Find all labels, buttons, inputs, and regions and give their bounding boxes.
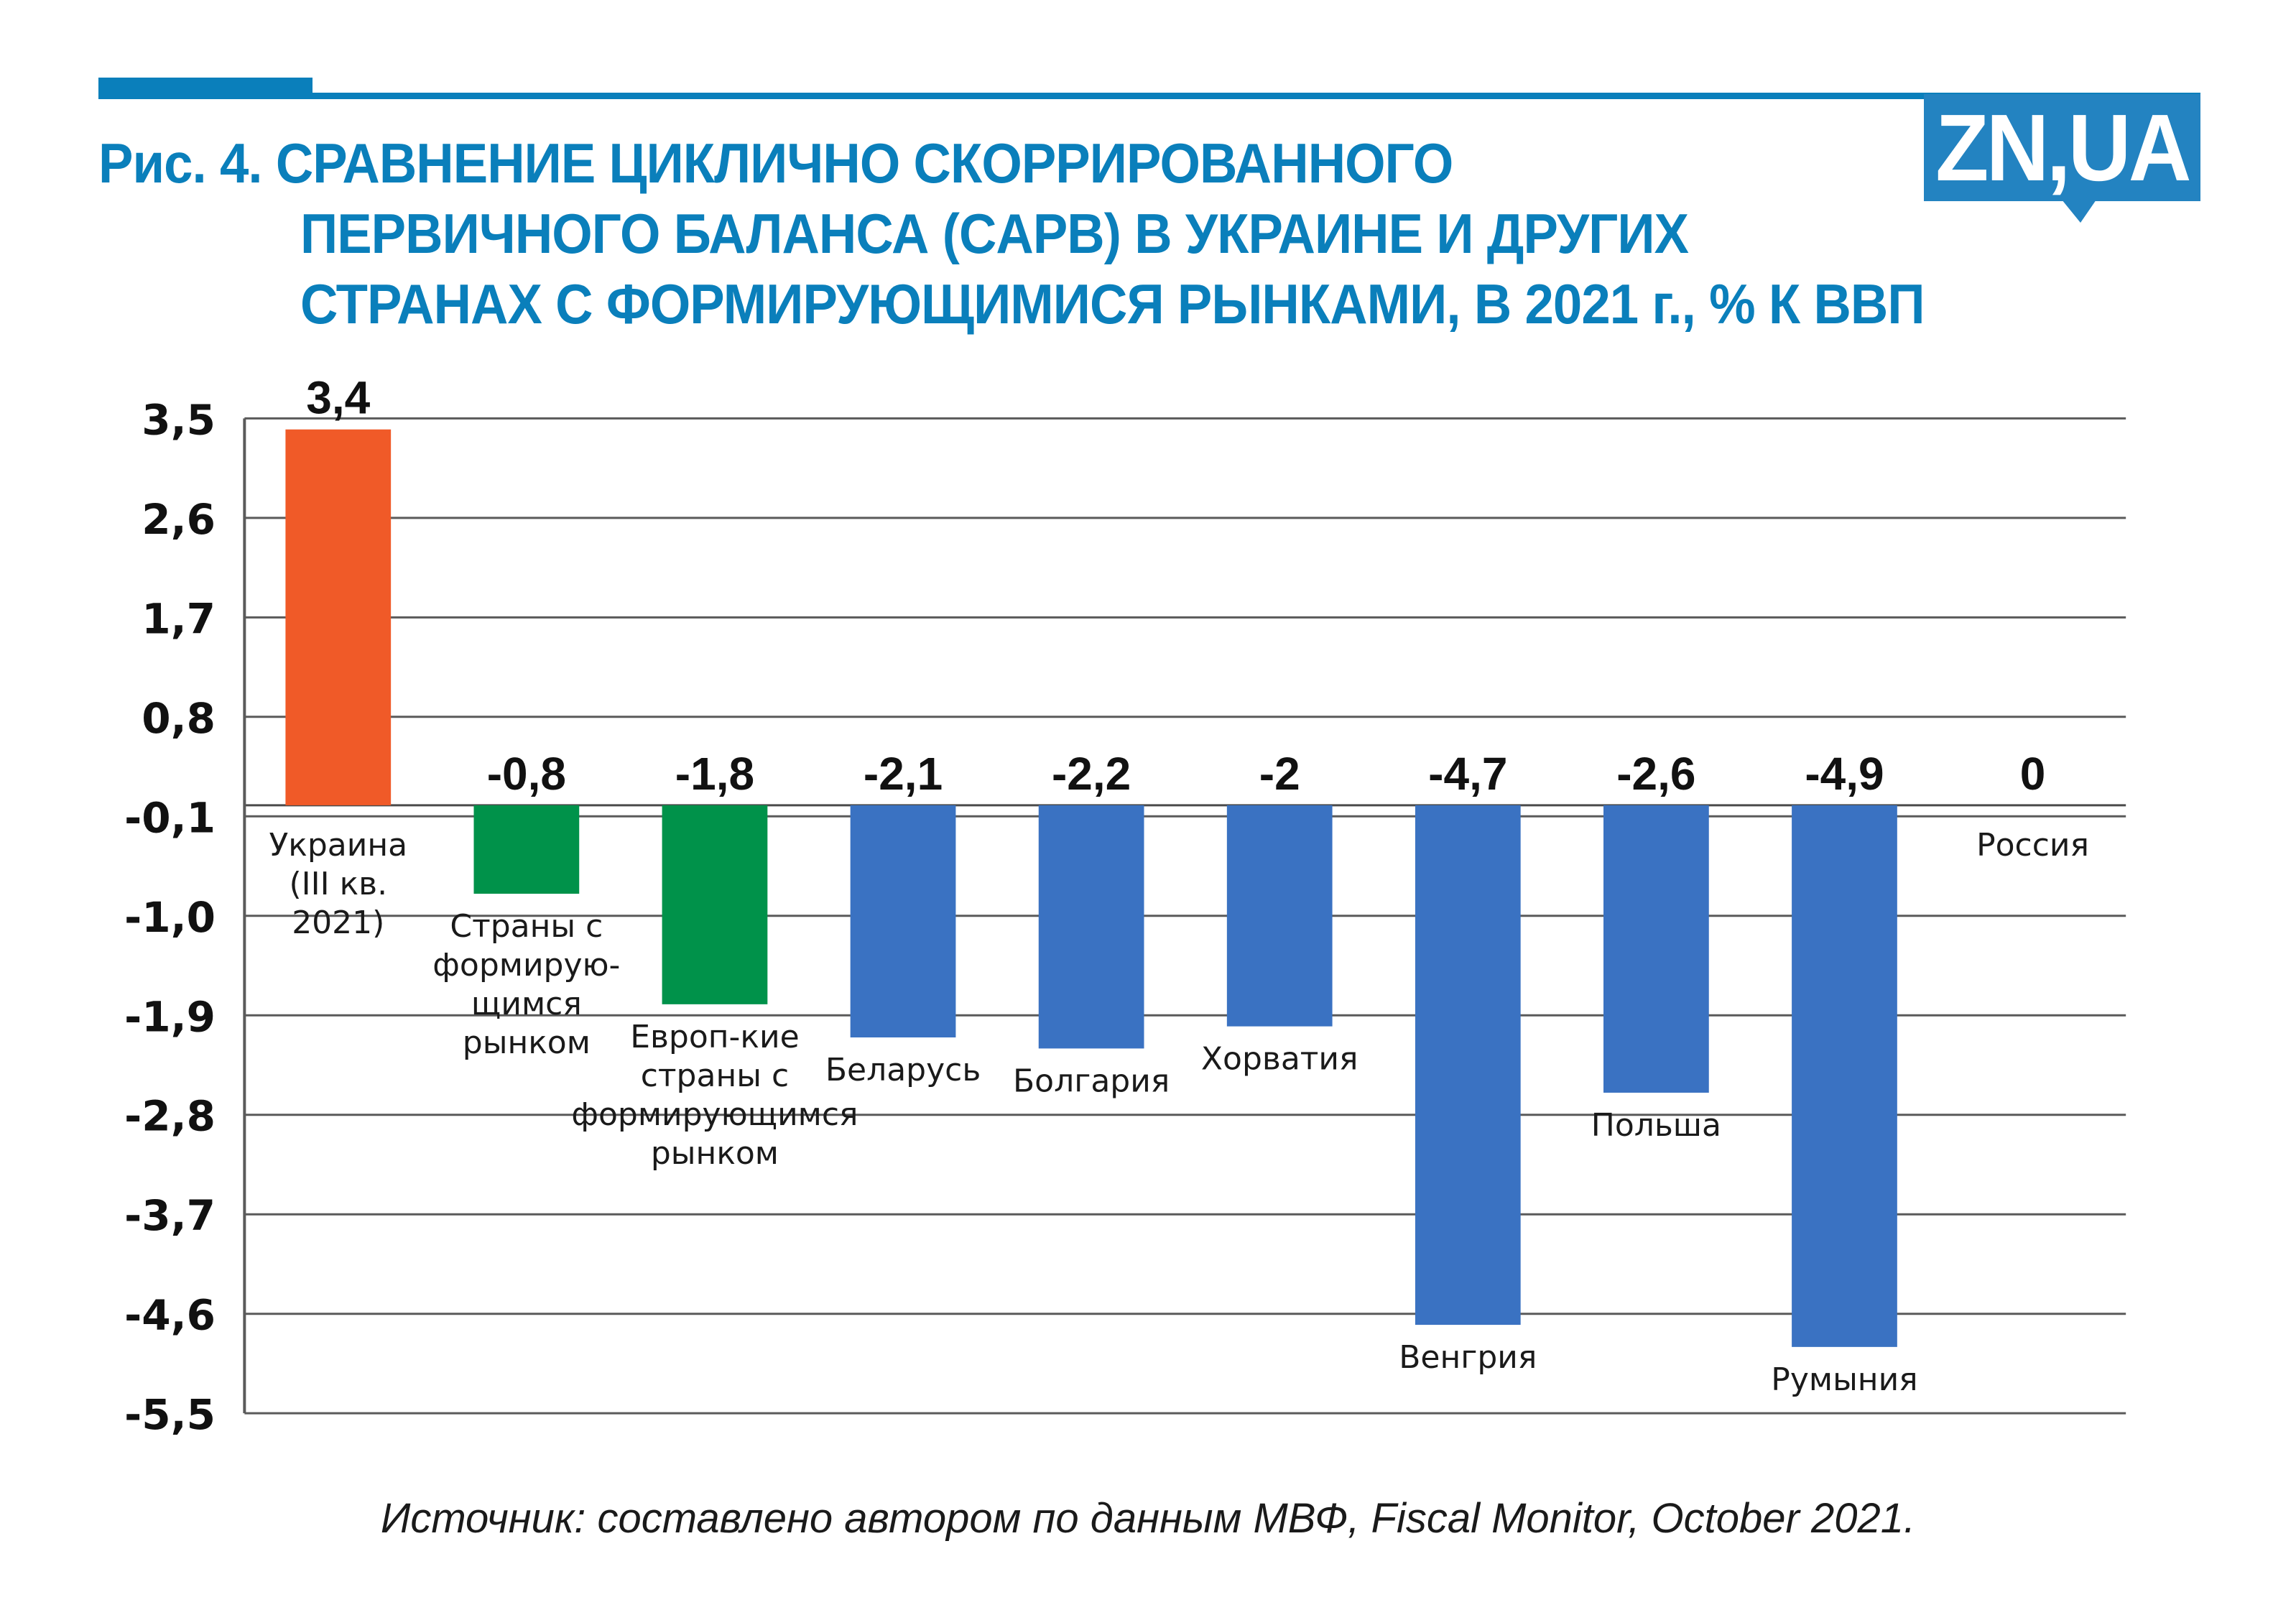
y-axis: 3,5 2,6 1,7 0,8 -0,1 -1,0 -1,9 -2,8 -3,7 -4,6 -5,5 <box>124 395 246 1439</box>
y-tick-label: -5,5 <box>124 1390 216 1439</box>
value-label: -0,8 <box>487 748 566 800</box>
category-label: Страны с формирую-щимся рынком <box>432 908 620 1061</box>
source-note: Источник: составлено автором по данным М… <box>380 1495 1916 1542</box>
y-tick-label: -0,1 <box>124 793 216 842</box>
category-label: Польша <box>1591 1107 1721 1144</box>
category-label: Европ-кие страны с формирующимся рынком <box>571 1019 858 1172</box>
value-label: -2 <box>1259 748 1300 800</box>
bar <box>473 805 580 894</box>
header-accent-bar <box>98 78 313 99</box>
y-tick-label: 2,6 <box>142 495 216 544</box>
logo-box <box>1924 94 2200 201</box>
y-tick-label: 1,7 <box>142 594 216 643</box>
y-tick-label: -1,0 <box>124 893 216 942</box>
category-label: Беларусь <box>825 1052 981 1088</box>
chart-title-line-2: ПЕРВИЧНОГО БАЛАНСА (CAPB) В УКРАИНЕ И ДР… <box>300 202 1689 265</box>
logo-speech-tail <box>2062 200 2096 223</box>
value-label: 3,4 <box>306 372 370 424</box>
category-label: Хорватия <box>1201 1041 1358 1078</box>
value-label: -2,2 <box>1052 748 1131 800</box>
y-tick-label: -2,8 <box>124 1092 216 1141</box>
chart-title-line-3: СТРАНАХ С ФОРМИРУЮЩИМИСЯ РЫНКАМИ, В 2021… <box>300 272 1925 336</box>
category-label: Россия <box>1976 827 2089 864</box>
value-label: -2,6 <box>1616 748 1695 800</box>
bars <box>285 429 1897 1347</box>
y-tick-label: 0,8 <box>142 694 216 743</box>
y-tick-label: -4,6 <box>124 1291 216 1340</box>
category-label: Болгария <box>1013 1063 1170 1099</box>
bar <box>285 429 392 805</box>
value-label: -4,7 <box>1428 748 1507 800</box>
bar <box>850 805 956 1038</box>
value-label: 0 <box>2020 748 2046 800</box>
y-tick-label: 3,5 <box>142 395 216 444</box>
category-label: Венгрия <box>1399 1339 1537 1376</box>
bar <box>1415 805 1521 1326</box>
bar <box>1226 805 1333 1027</box>
value-label: -2,1 <box>864 748 943 800</box>
y-tick-label: -3,7 <box>124 1191 216 1240</box>
logo-text: ZN,UA <box>1935 95 2191 200</box>
bar <box>1603 805 1709 1093</box>
header-rule <box>313 93 2200 99</box>
value-label: -1,8 <box>675 748 754 800</box>
value-labels: 3,4 -0,8 -1,8 -2,1 -2,2 -2 -4,7 -2,6 -4,9 0 <box>306 372 2045 800</box>
bar <box>1792 805 1897 1347</box>
category-label: Украина (III кв. 2021) <box>269 827 407 941</box>
category-label: Румыния <box>1771 1361 1917 1398</box>
bar <box>1038 805 1144 1049</box>
bar <box>662 805 768 1004</box>
value-label: -4,9 <box>1805 748 1884 800</box>
y-tick-label: -1,9 <box>124 992 216 1041</box>
category-labels: Украина (III кв. 2021) Страны с формирую-щим… <box>269 827 2089 1398</box>
chart-title-line-1: Рис. 4. СРАВНЕНИЕ ЦИКЛИЧНО СКОРРИРОВАННО… <box>98 131 1453 195</box>
